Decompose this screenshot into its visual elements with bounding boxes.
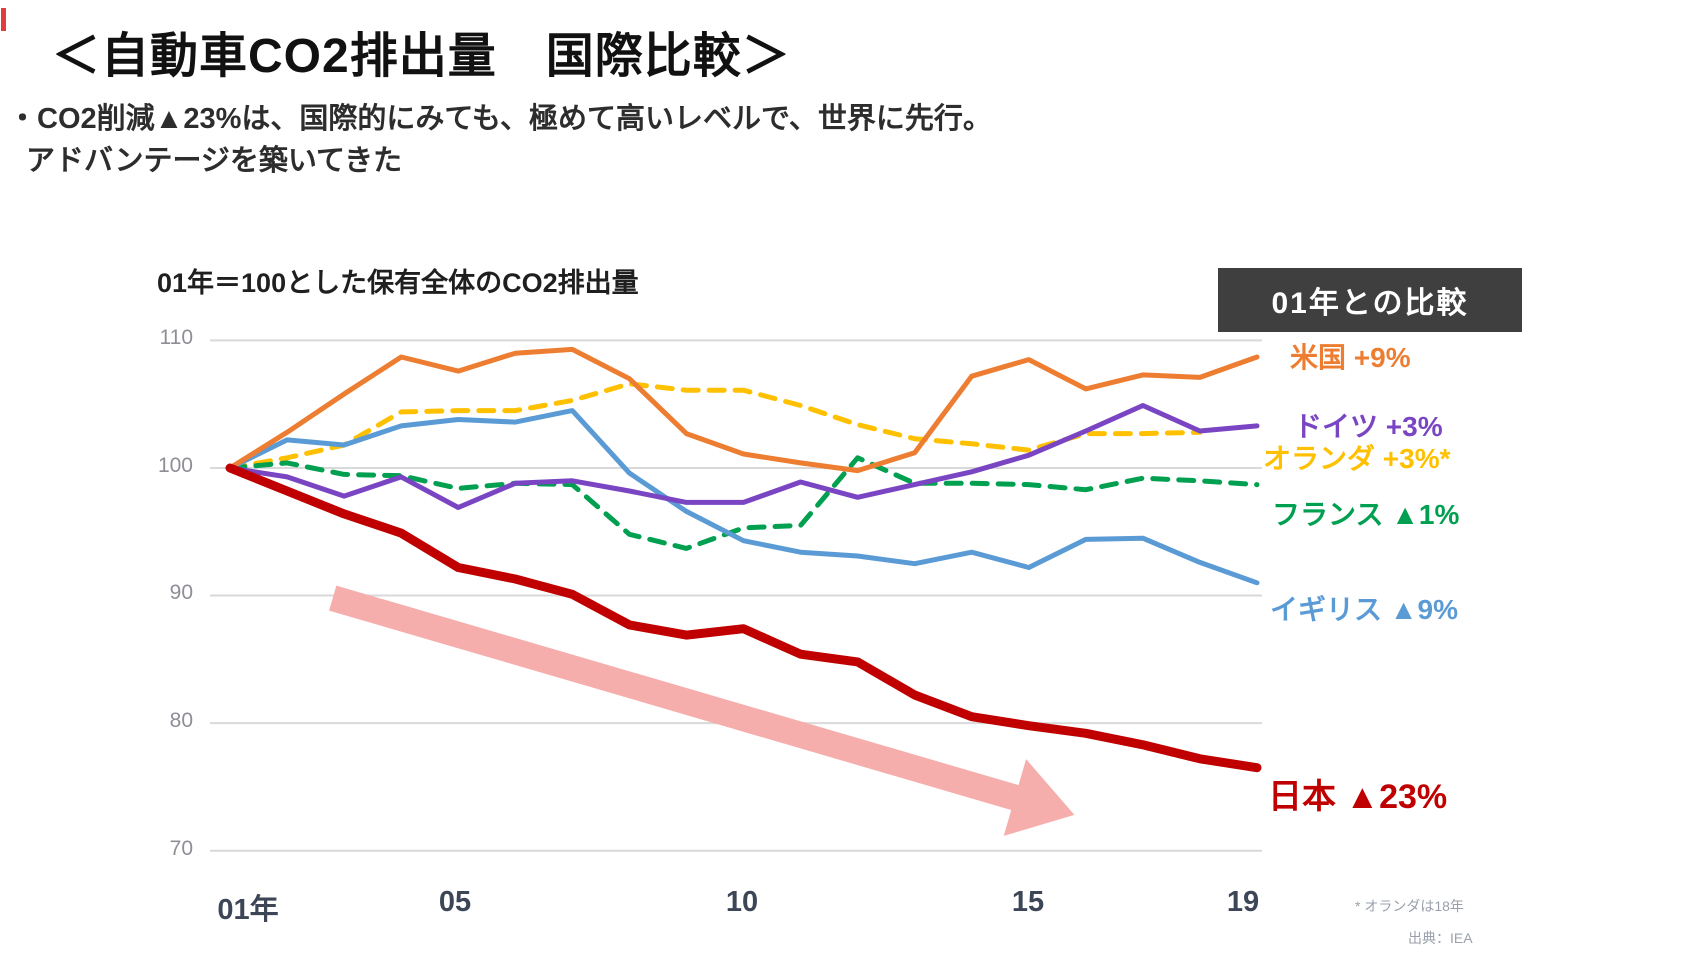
page-title: ＜自動車CO2排出量 国際比較＞ — [52, 30, 791, 83]
legend-germany-label: ドイツ +3% — [1294, 411, 1443, 442]
x-axis-label-10: 10 — [725, 886, 759, 918]
legend-japan-label: 日本 ▲23% — [1268, 778, 1448, 816]
y-axis-label-80: 80 — [169, 709, 193, 732]
y-axis-label-70: 70 — [169, 837, 193, 860]
x-axis-label-19: 19 — [1226, 886, 1260, 918]
legend-netherlands-label: オランダ +3%* — [1263, 443, 1451, 474]
x-axis-label-01: 01年 — [217, 894, 279, 926]
y-axis-label-100: 100 — [157, 454, 193, 477]
x-axis-label-15: 15 — [1011, 886, 1045, 918]
subtitle-line-2: アドバンテージを築いてきた — [26, 145, 403, 177]
chart-title: 01年＝100とした保有全体のCO2排出量 — [157, 268, 639, 298]
legend-france-label: フランス ▲1% — [1272, 499, 1460, 530]
y-axis-label-110: 110 — [159, 326, 193, 349]
legend-us-label: 米国 +9% — [1290, 342, 1411, 373]
legend-header-label: 01年との比較 — [1271, 287, 1469, 320]
y-axis-label-90: 90 — [169, 581, 193, 604]
subtitle-line-1: ・CO2削減▲23%は、国際的にみても、極めて高いレベルで、世界に先行。 — [8, 103, 992, 135]
legend-header-box: 01年との比較 — [1218, 268, 1522, 332]
footnote-source: 出典：IEA — [1408, 930, 1473, 946]
corner-red-mark — [1, 8, 6, 31]
footnote-asterisk: * オランダは18年 — [1355, 898, 1464, 914]
legend-uk-label: イギリス ▲9% — [1270, 594, 1458, 625]
x-axis-label-05: 05 — [438, 886, 472, 918]
